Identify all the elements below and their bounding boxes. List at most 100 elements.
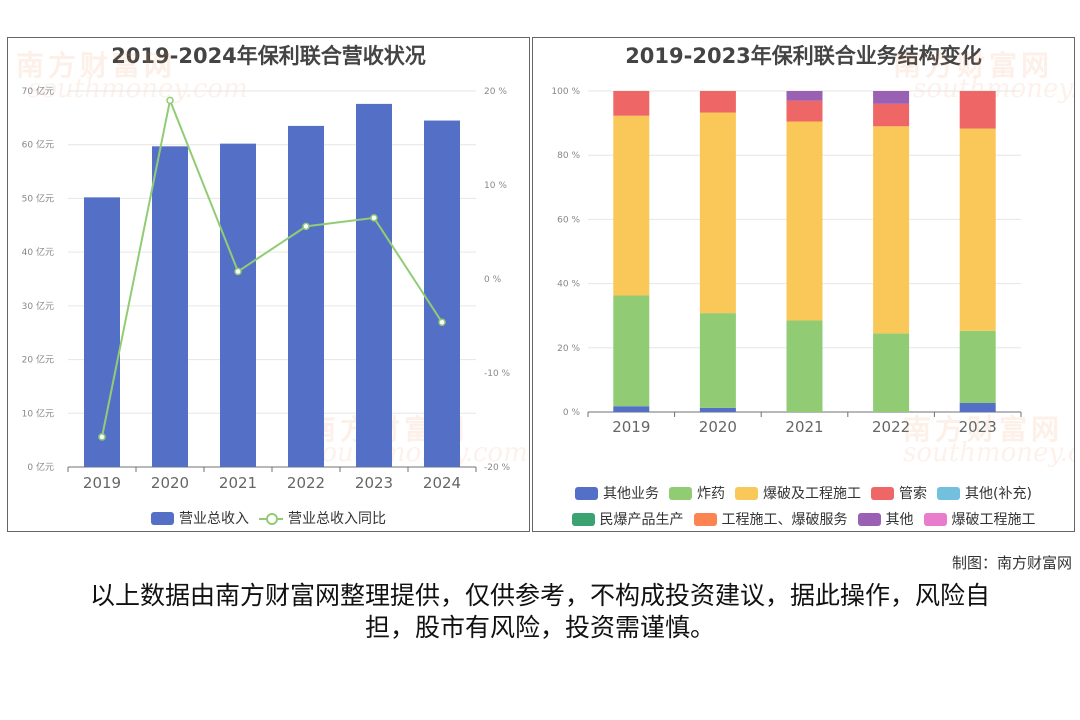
y-right-tick-label: -20 %	[484, 463, 511, 473]
legend-item[interactable]: 其他(补充)	[937, 483, 1032, 503]
y-right-tick-label: 0 %	[484, 275, 502, 285]
legend-swatch-icon	[735, 486, 759, 500]
bar-swatch-icon	[151, 511, 174, 525]
y-left-tick-label: 40 亿元	[22, 246, 54, 258]
legend-item[interactable]: 工程施工、爆破服务	[693, 509, 848, 529]
revenue-bar	[152, 146, 188, 467]
legend-swatch-icon	[571, 512, 595, 526]
yoy-point	[302, 222, 310, 231]
legend-swatch-icon	[857, 512, 881, 526]
legend-item[interactable]: 炸药	[669, 483, 725, 503]
stacked-bar-segment	[959, 91, 996, 129]
stacked-bar-segment	[786, 320, 823, 412]
stacked-bar-segment	[613, 115, 650, 296]
x-tick-label: 2021	[785, 418, 823, 436]
stacked-bar-segment	[959, 128, 996, 331]
y-left-tick-label: 10 亿元	[22, 407, 54, 419]
y-tick-label: 80 %	[557, 151, 580, 161]
y-tick-label: 40 %	[557, 280, 580, 290]
x-tick-label: 2019	[612, 418, 650, 436]
x-tick-label: 2023	[959, 418, 997, 436]
yoy-point	[438, 318, 446, 326]
y-left-tick-label: 30 亿元	[22, 300, 54, 312]
stacked-bar-segment	[786, 100, 823, 122]
structure-stacked-chart: 0 % 20 % 40 % 60 % 80 % 100 % 2019 2020 2021 2022…	[551, 87, 1022, 436]
legend-label: 工程施工、爆破服务	[721, 512, 848, 528]
revenue-bar	[356, 103, 392, 468]
legend-swatch-icon	[937, 486, 961, 500]
stacked-bar-segment	[959, 403, 996, 412]
y-tick-label: 60 %	[557, 215, 580, 225]
legend-item[interactable]: 爆破及工程施工	[735, 483, 861, 503]
stacked-bar-segment	[699, 91, 736, 113]
yoy-point	[234, 267, 242, 276]
y-left-tick-label: 0 亿元	[27, 461, 54, 473]
yoy-line	[101, 96, 443, 438]
legend-label: 爆破工程施工	[951, 512, 1036, 528]
yoy-point	[370, 214, 378, 222]
stacked-bar-segment	[959, 330, 996, 404]
stacked-bar-segment	[873, 126, 910, 334]
disclaimer-text: 以上数据由南方财富网整理提供，仅供参考，不构成投资建议，据此操作，风险自担，股市…	[89, 581, 990, 642]
revenue-chart-title: 2019-2024年保利联合营收状况	[111, 44, 426, 68]
revenue-bar	[288, 125, 324, 468]
revenue-bar	[424, 120, 460, 468]
yoy-point	[166, 96, 174, 105]
legend-label: 其他业务	[603, 486, 660, 502]
stacked-bar-segment	[699, 407, 736, 412]
legend-label: 营业总收入	[179, 511, 249, 527]
stacked-bar-segment	[613, 91, 650, 116]
y-left-tick-label: 20 亿元	[22, 354, 54, 366]
structure-legend: 其他业务 炸药 爆破及工程施工 管索 其他(补充) 民爆产品生产 工程施工、爆破服务 其他 爆破…	[533, 483, 1074, 531]
stacked-bar-segment	[786, 91, 823, 101]
legend-item-revenue-yoy[interactable]: 营业总收入同比	[259, 508, 386, 528]
legend-row: 民爆产品生产 工程施工、爆破服务 其他 爆破工程施工	[533, 509, 1074, 529]
y-tick-label: 0 %	[563, 408, 581, 418]
legend-swatch-icon	[871, 486, 895, 500]
y-right-tick-label: 20 %	[484, 87, 507, 97]
legend-label: 炸药	[697, 486, 726, 502]
revenue-chart-panel: 2019-2024年保利联合营收状况 南方财富网 southmoney.com …	[7, 37, 530, 532]
y-tick-label: 100 %	[551, 87, 580, 97]
revenue-legend: 营业总收入 营业总收入同比	[8, 508, 529, 531]
legend-label: 管索	[899, 486, 928, 502]
legend-item[interactable]: 管索	[871, 483, 927, 503]
x-tick-label: 2023	[355, 474, 393, 492]
revenue-combo-chart: 0 亿元 10 亿元 20 亿元 30 亿元 40 亿元 50 亿元 60 亿元 70 亿元 -…	[22, 85, 511, 492]
legend-swatch-icon	[693, 512, 717, 526]
legend-item[interactable]: 民爆产品生产	[571, 509, 684, 529]
y-right-tick-label: 10 %	[484, 181, 507, 191]
stacked-bar-segment	[873, 103, 910, 127]
x-tick-label: 2021	[219, 474, 257, 492]
stacked-bar-segment	[873, 333, 910, 412]
structure-chart-title: 2019-2023年保利联合业务结构变化	[625, 44, 982, 68]
x-tick-label: 2022	[287, 474, 325, 492]
stacked-bar-segment	[699, 313, 736, 408]
x-tick-label: 2020	[151, 474, 189, 492]
x-tick-label: 2024	[423, 474, 461, 492]
stacked-bar-segment	[699, 112, 736, 314]
legend-label: 其他	[885, 512, 914, 528]
y-right-tick-label: -10 %	[484, 369, 511, 379]
structure-chart-panel: 2019-2023年保利联合业务结构变化 南方财富网 southmoney.co…	[532, 37, 1075, 532]
x-tick-label: 2022	[872, 418, 910, 436]
legend-label: 爆破及工程施工	[763, 486, 862, 502]
stacked-bar-segment	[786, 121, 823, 321]
legend-item-revenue[interactable]: 营业总收入	[151, 508, 249, 528]
legend-item[interactable]: 爆破工程施工	[923, 509, 1036, 529]
y-left-tick-label: 70 亿元	[22, 85, 54, 97]
legend-item[interactable]: 其他业务	[575, 483, 659, 503]
revenue-bar	[220, 143, 256, 467]
legend-item[interactable]: 其他	[857, 509, 914, 529]
legend-swatch-icon	[923, 512, 947, 526]
x-tick-label: 2019	[83, 474, 121, 492]
x-tick-label: 2020	[699, 418, 737, 436]
stacked-bar-segment	[613, 406, 650, 412]
legend-label: 民爆产品生产	[599, 512, 684, 528]
chart-credit: 制图：南方财富网	[951, 554, 1072, 572]
legend-label: 其他(补充)	[965, 486, 1032, 502]
y-left-tick-label: 50 亿元	[22, 192, 54, 204]
y-tick-label: 20 %	[557, 344, 580, 354]
legend-label: 营业总收入同比	[288, 511, 386, 527]
y-left-tick-label: 60 亿元	[22, 139, 54, 151]
